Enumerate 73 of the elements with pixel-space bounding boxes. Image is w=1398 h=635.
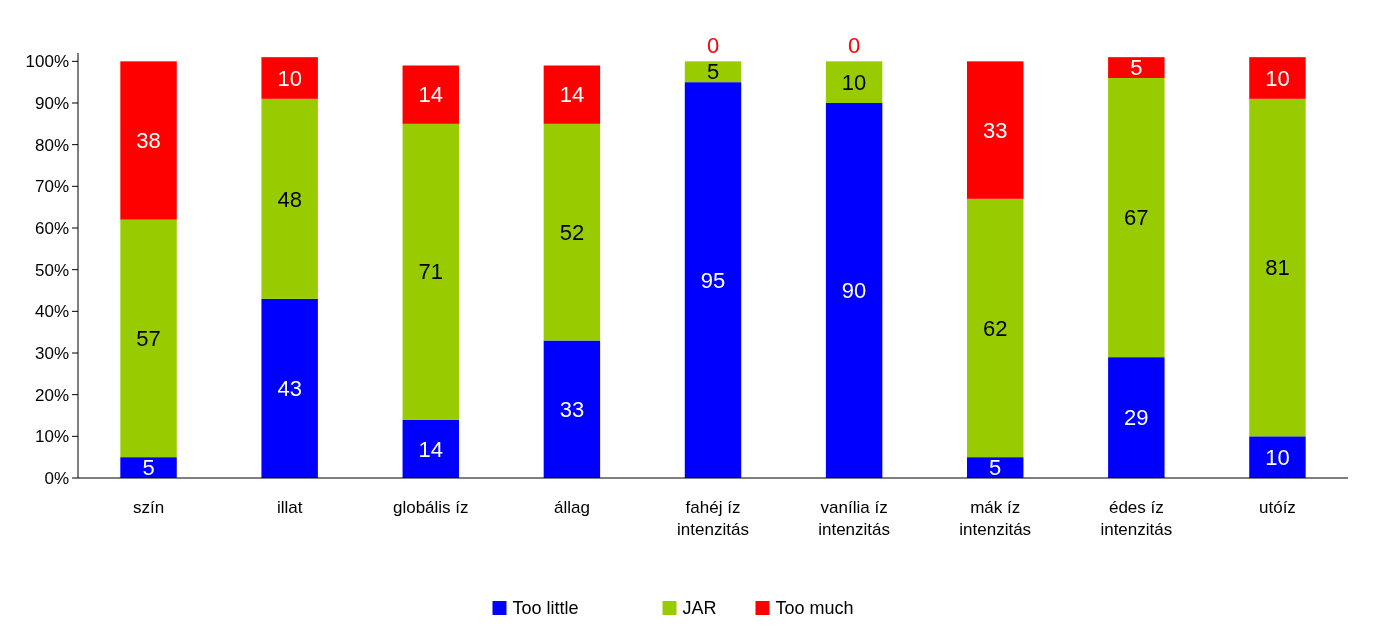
legend-label: Too little <box>512 598 579 619</box>
bar <box>261 57 318 99</box>
bar <box>825 61 883 103</box>
x-tick-label: vanília íz intenzitás <box>818 498 891 539</box>
data-label: 38 <box>136 128 161 154</box>
data-label: 14 <box>418 82 444 108</box>
x-tick-label: szín <box>132 498 165 517</box>
data-label: 14 <box>559 82 585 108</box>
y-tick-label: 40% <box>34 302 69 322</box>
data-label: 90 <box>841 278 867 304</box>
data-label: 5 <box>706 59 720 85</box>
y-tick-label: 50% <box>34 260 69 280</box>
data-label: 67 <box>1124 205 1149 231</box>
data-label: 0 <box>847 33 861 59</box>
data-label: 48 <box>277 186 302 212</box>
y-tick-label: 0% <box>44 468 69 488</box>
x-tick-label: állag <box>553 498 590 517</box>
bar <box>1249 57 1306 99</box>
data-label: 5 <box>989 455 1002 481</box>
bar <box>402 123 459 420</box>
data-label: 43 <box>277 376 302 402</box>
data-label: 52 <box>559 219 585 245</box>
legend-label: Too much <box>775 598 854 619</box>
y-tick-label: 10% <box>34 427 69 447</box>
data-label: 10 <box>277 65 302 91</box>
data-label: 5 <box>1130 55 1143 81</box>
data-label: 10 <box>1265 65 1290 91</box>
data-label: 14 <box>418 436 444 462</box>
y-tick-label: 20% <box>34 385 69 405</box>
data-label: 71 <box>418 259 444 285</box>
y-tick-label: 70% <box>34 177 69 197</box>
bar <box>120 61 177 220</box>
bar <box>402 419 459 478</box>
data-label: 62 <box>982 315 1008 341</box>
data-label: 81 <box>1265 255 1290 281</box>
bar <box>1249 98 1306 437</box>
bar <box>684 61 742 83</box>
x-tick-label: illat <box>276 498 303 517</box>
data-label: 33 <box>559 396 585 422</box>
data-label: 29 <box>1124 405 1149 431</box>
bar <box>1108 57 1165 78</box>
y-tick-label: 80% <box>34 135 69 155</box>
bar <box>825 103 883 478</box>
bar <box>684 82 742 478</box>
data-label: 5 <box>142 455 155 481</box>
y-tick-label: 30% <box>34 343 69 363</box>
bar <box>543 340 601 478</box>
data-label: 0 <box>706 33 720 59</box>
y-tick-label: 60% <box>34 218 69 238</box>
bar <box>543 65 601 124</box>
y-tick-label: 100% <box>25 52 69 72</box>
data-label: 10 <box>1265 444 1290 470</box>
legend-label: JAR <box>682 598 717 619</box>
data-label: 57 <box>136 326 161 352</box>
x-tick-label: utóíz <box>1259 498 1296 517</box>
y-tick-label: 90% <box>34 93 69 113</box>
data-label: 10 <box>841 69 867 95</box>
bar <box>1249 436 1306 478</box>
bar <box>967 61 1024 199</box>
x-tick-label: fahéj íz intenzitás <box>677 498 749 539</box>
bar <box>261 98 318 299</box>
bar <box>543 123 601 341</box>
bar <box>402 65 459 124</box>
bar <box>120 219 177 458</box>
bar <box>261 298 318 478</box>
x-tick-label: mák íz intenzitás <box>959 498 1032 539</box>
x-tick-label: édes íz intenzitás <box>1100 498 1173 539</box>
data-label: 33 <box>982 117 1008 143</box>
bar <box>1108 78 1165 358</box>
data-label: 95 <box>700 267 726 293</box>
x-tick-label: globális íz <box>392 498 469 517</box>
bar <box>1108 357 1165 478</box>
bar <box>967 198 1024 458</box>
